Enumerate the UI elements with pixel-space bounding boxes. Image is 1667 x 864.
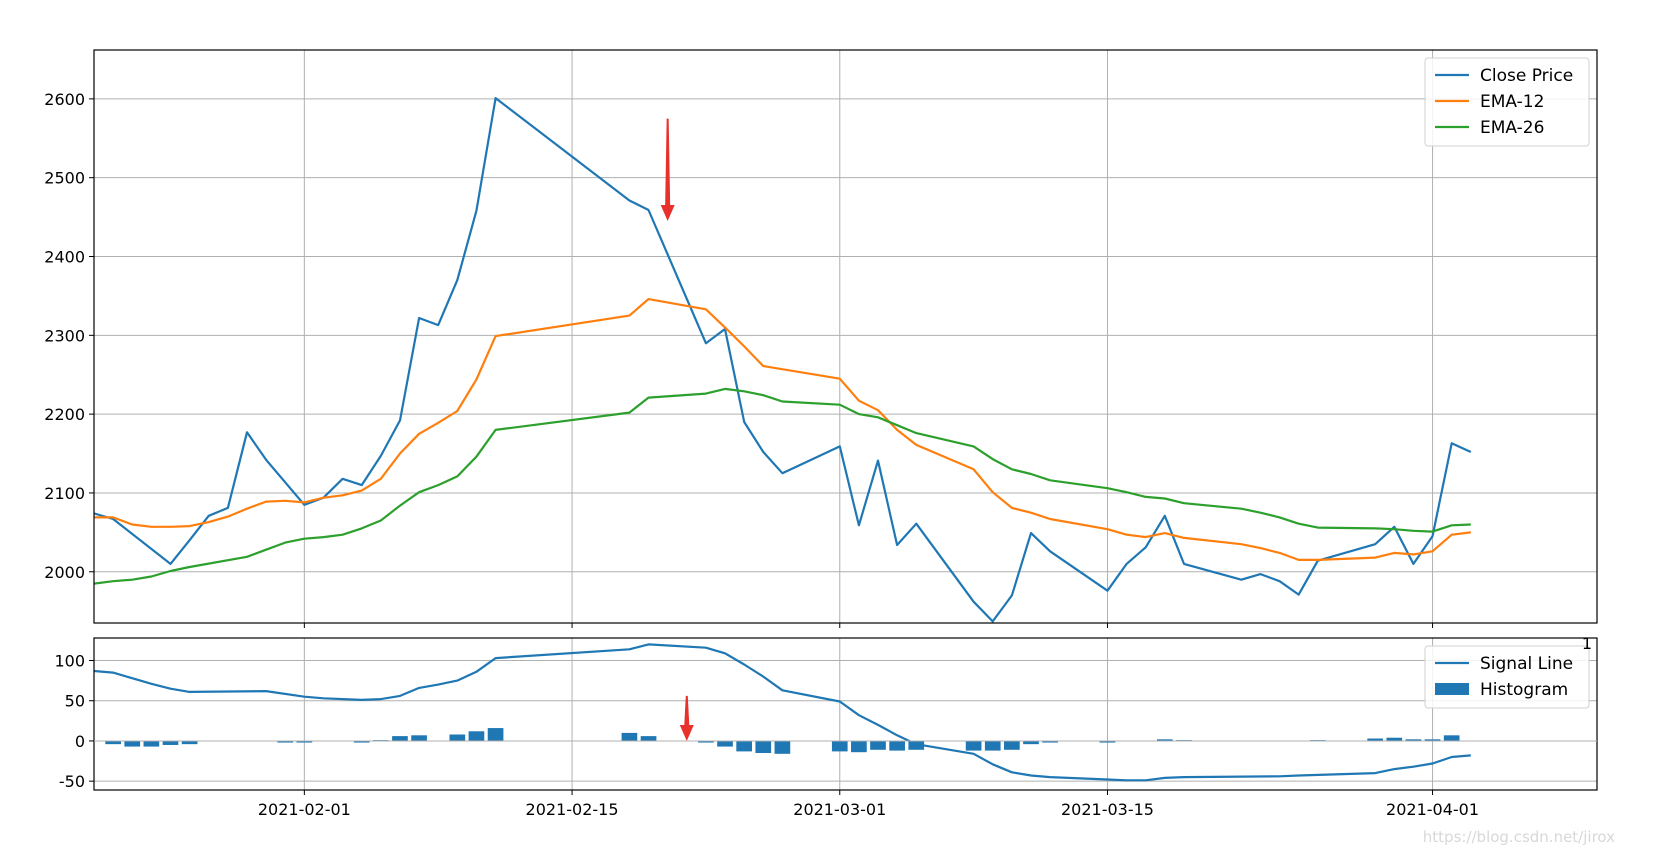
legend-label: EMA-26 bbox=[1480, 118, 1544, 138]
histogram-bar bbox=[621, 732, 638, 741]
histogram-bar bbox=[392, 736, 408, 741]
x-tick-label: 2021-04-01 bbox=[1386, 800, 1479, 819]
axes-frame bbox=[93, 49, 1598, 624]
histogram-bar bbox=[143, 740, 160, 747]
red-arrow-annotation bbox=[660, 118, 675, 222]
y-tick-label: 2000 bbox=[44, 563, 85, 582]
legend-label: Histogram bbox=[1480, 680, 1568, 700]
histogram-bar bbox=[698, 740, 714, 743]
x-tick-label: 2021-03-01 bbox=[793, 800, 886, 819]
y-tick-label: 2100 bbox=[44, 484, 85, 503]
legend-label: Close Price bbox=[1480, 66, 1573, 86]
histogram-bar bbox=[755, 740, 772, 754]
legend: Signal Line Histogram bbox=[1424, 645, 1590, 709]
macd-panel: -50 0 50 100 Signal Line Histogram 2021-02-01 2… bbox=[54, 637, 1598, 819]
histogram-bar bbox=[296, 740, 313, 743]
legend-label: EMA-12 bbox=[1480, 92, 1544, 112]
histogram-bar bbox=[1156, 739, 1173, 741]
y-tick-label: 100 bbox=[54, 652, 85, 671]
y-tick-label: 2200 bbox=[44, 405, 85, 424]
plot-area bbox=[94, 96, 1472, 623]
legend-box bbox=[1424, 57, 1590, 147]
histogram-bar bbox=[1004, 740, 1020, 750]
histogram-bar bbox=[736, 740, 752, 752]
histogram-bar bbox=[353, 740, 370, 743]
histogram-bar bbox=[449, 734, 466, 741]
histogram-bar bbox=[468, 731, 485, 741]
histogram-bar bbox=[908, 740, 925, 750]
histogram-bar bbox=[1443, 735, 1460, 741]
signal-line-line bbox=[94, 643, 1471, 782]
y-tick-label: 2300 bbox=[44, 326, 85, 345]
clipped-tick-label: 1 bbox=[1582, 634, 1592, 653]
histogram-bar bbox=[124, 740, 141, 747]
histogram-bar bbox=[1042, 740, 1058, 743]
legend-label: Signal Line bbox=[1480, 654, 1573, 674]
histogram-bar bbox=[162, 740, 179, 745]
ema-26-line bbox=[94, 387, 1471, 585]
histogram-bar bbox=[889, 740, 905, 751]
histogram-bar bbox=[1023, 740, 1039, 745]
x-tick-label: 2021-02-01 bbox=[258, 800, 351, 819]
histogram-bar bbox=[277, 740, 294, 743]
y-tick-label: 2500 bbox=[44, 169, 85, 188]
histogram-bar bbox=[181, 740, 198, 745]
histogram-bar bbox=[870, 740, 886, 750]
histogram-bar bbox=[487, 728, 504, 741]
y-tick-label: -50 bbox=[59, 772, 85, 791]
ema-12-line bbox=[94, 298, 1471, 562]
histogram-bar bbox=[1386, 737, 1403, 741]
plot-area bbox=[94, 643, 1471, 782]
legend: Close Price EMA-12 EMA-26 bbox=[1424, 57, 1590, 147]
y-tick-label: 0 bbox=[75, 732, 85, 751]
y-tick-label: 2400 bbox=[44, 248, 85, 267]
watermark: https://blog.csdn.net/jirox bbox=[1422, 828, 1615, 846]
histogram-bar bbox=[984, 740, 1001, 751]
price-panel: 2000 2100 2200 2300 2400 2500 2600 Close Price E… bbox=[44, 49, 1598, 628]
x-tick-label: 2021-03-15 bbox=[1061, 800, 1154, 819]
histogram-bar bbox=[965, 740, 982, 751]
histogram-bar bbox=[1424, 739, 1441, 741]
x-tick-label: 2021-02-15 bbox=[526, 800, 619, 819]
histogram-bar bbox=[1405, 739, 1422, 741]
red-arrow-annotation bbox=[679, 695, 694, 741]
histogram-bar bbox=[640, 736, 657, 741]
histogram-bar bbox=[851, 740, 867, 753]
histogram-bar bbox=[411, 735, 427, 741]
histogram-bar bbox=[717, 740, 733, 747]
histogram-bar bbox=[774, 740, 791, 754]
histogram-bar bbox=[105, 740, 121, 745]
y-tick-label: 50 bbox=[65, 692, 85, 711]
histogram-bar bbox=[1367, 738, 1384, 741]
histogram-bar bbox=[831, 740, 848, 752]
close-price-line bbox=[94, 96, 1472, 623]
axes-frame bbox=[93, 637, 1598, 791]
legend-swatch bbox=[1435, 683, 1469, 695]
y-tick-label: 2600 bbox=[44, 90, 85, 109]
histogram-bar bbox=[1099, 740, 1116, 743]
